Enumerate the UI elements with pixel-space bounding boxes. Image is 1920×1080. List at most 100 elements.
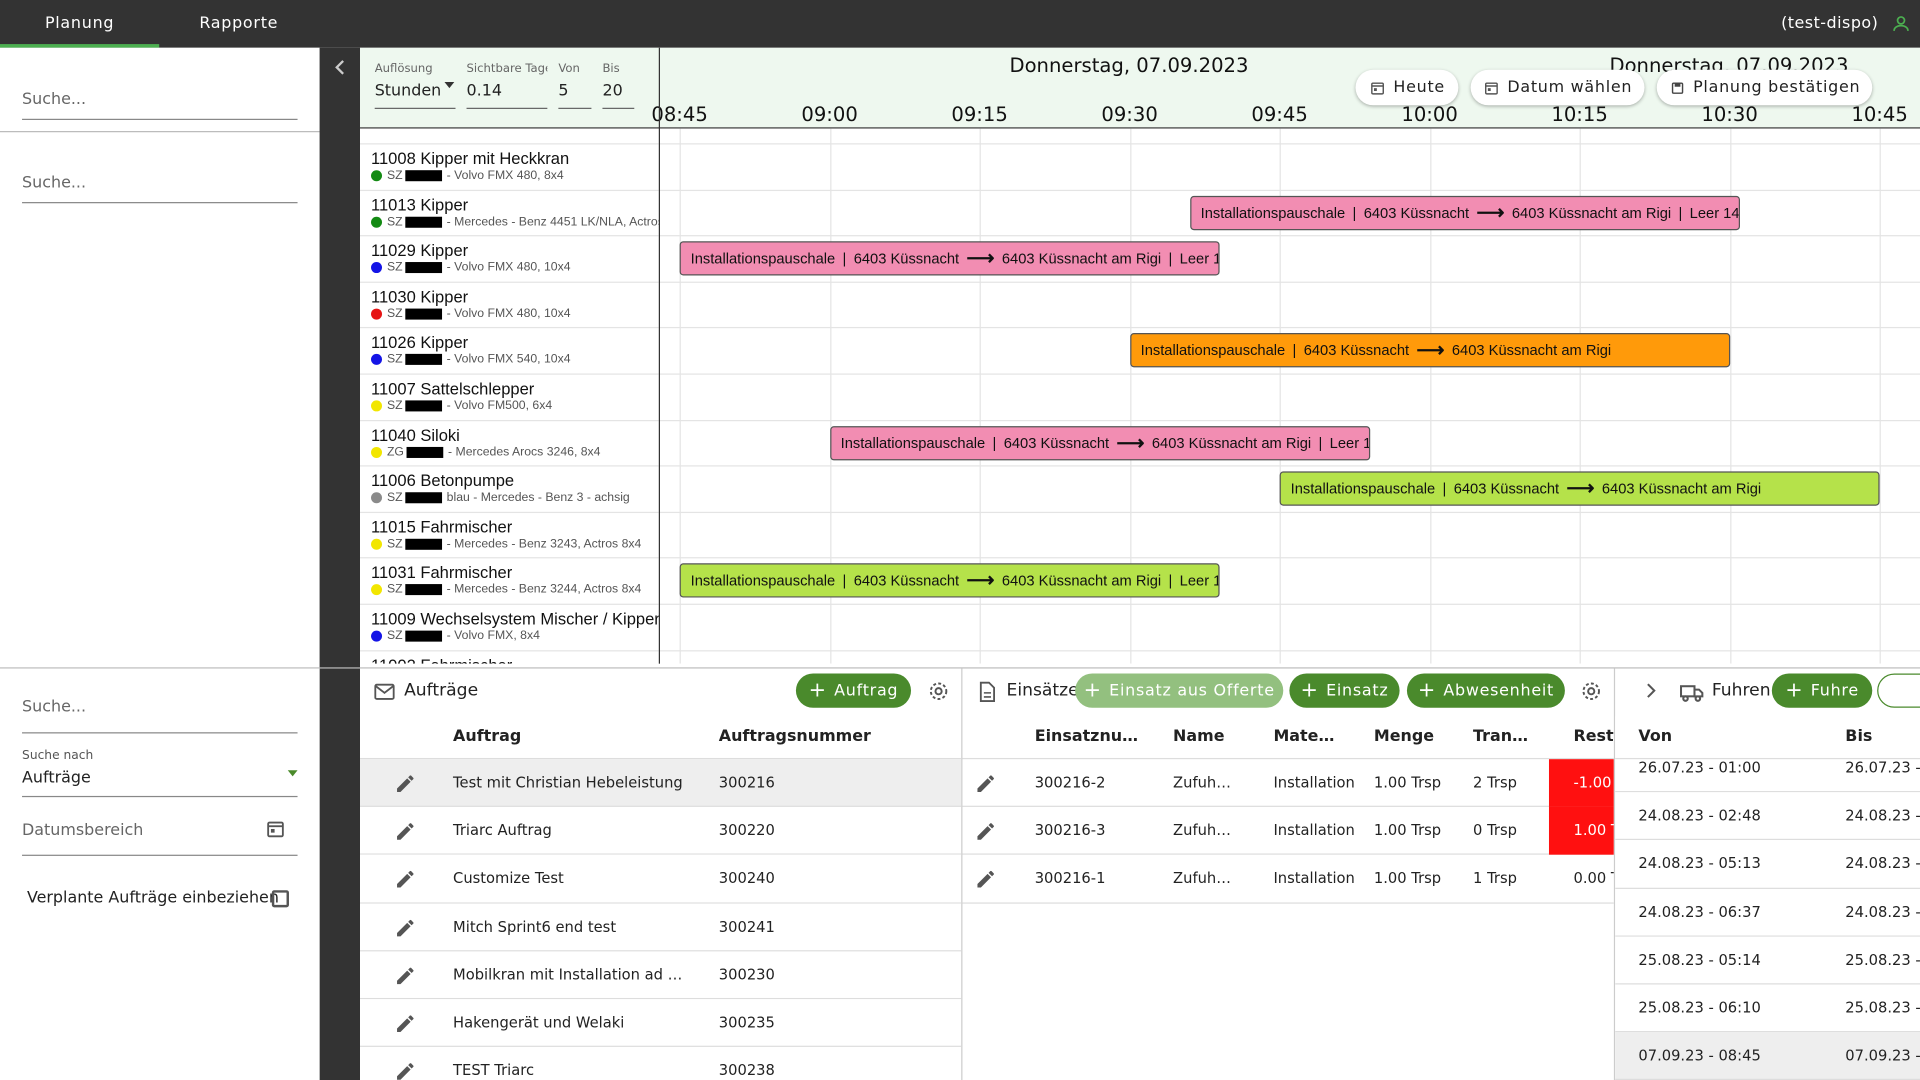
more-button[interactable] <box>1877 673 1920 708</box>
trip-row[interactable]: 24.08.23 - 05:13 24.08.23 - 0 <box>1615 840 1920 889</box>
trip-row[interactable]: 24.08.23 - 02:48 24.08.23 - 0 <box>1615 792 1920 841</box>
column-header: Name <box>1173 727 1225 746</box>
edit-icon-shape <box>397 871 414 888</box>
assignment-row[interactable]: 300216-1 Zufuh… Installation 1.00 Trsp 1 Trs… <box>962 855 1614 904</box>
header-button[interactable]: Datum wählen <box>1470 69 1645 106</box>
assignment-row[interactable]: 300216-3 Zufuh… Installation 1.00 Trsp 0 Trs… <box>962 807 1614 856</box>
edit-icon-shape <box>397 823 414 840</box>
trip-row[interactable]: 26.07.23 - 01:00 26.07.23 - 0 <box>1615 759 1920 793</box>
edit-icon[interactable] <box>975 773 997 795</box>
settings-icon-shape <box>1582 682 1600 700</box>
add-button[interactable]: + Einsatz <box>1289 673 1400 708</box>
control-field[interactable]: Sichtbare Tage 0.14 <box>466 60 548 109</box>
control-field[interactable]: Auflösung Stunden <box>374 60 456 109</box>
add-button[interactable]: + Fuhre <box>1771 673 1873 708</box>
booking-bar[interactable]: Installationspauschale | 6403 Küssnacht ⟶ 64… <box>679 241 1220 276</box>
booking-text: 6403 Küssnacht am Rigi <box>1451 342 1612 360</box>
filter-panel: Suche... Suche nach Aufträge Datumsbereich V… <box>0 668 320 1080</box>
expand-button[interactable] <box>1640 680 1662 702</box>
order-name: Mitch Sprint6 end test <box>453 917 617 936</box>
edit-icon-shape <box>977 823 994 840</box>
assignment-row[interactable]: 300216-2 Zufuh… Installation 1.00 Trsp 2 Trs… <box>962 759 1614 808</box>
nav-tab[interactable]: Rapporte <box>199 14 279 34</box>
plus: + <box>808 677 827 703</box>
edit-icon[interactable] <box>394 773 416 795</box>
edit-icon[interactable] <box>975 821 997 843</box>
booking-text: 6403 Küssnacht am Rigi <box>1001 572 1162 590</box>
order-row[interactable]: Customize Test 300240 <box>360 855 962 904</box>
booking-bar[interactable]: Installationspauschale | 6403 Küssnacht ⟶ 64… <box>1279 471 1880 506</box>
booking-bar[interactable]: Installationspauschale | 6403 Küssnacht ⟶ 64… <box>1189 195 1740 230</box>
booking-bar[interactable]: Installationspauschale | 6403 Küssnacht ⟶ 64… <box>829 425 1370 460</box>
edit-icon[interactable] <box>394 1013 416 1035</box>
edit-icon[interactable] <box>394 917 416 939</box>
resource-sub: SZ - Mercedes - Benz 4451 LK/NLA, Actros <box>371 215 659 228</box>
dropdown-arrow <box>287 770 298 777</box>
settings-icon[interactable] <box>1580 680 1603 703</box>
add-button[interactable]: + Abwesenheit <box>1406 673 1565 708</box>
collapse-button[interactable] <box>329 56 351 78</box>
settings-icon[interactable] <box>927 680 950 703</box>
edit-icon[interactable] <box>394 965 416 987</box>
control-field[interactable]: Von 5 <box>558 60 592 109</box>
resource-name: 11002 Fahrmischer <box>371 656 512 664</box>
button-icon-shape <box>1371 81 1384 94</box>
truck-icon-svg <box>1680 685 1704 702</box>
settings-icon-shape <box>934 687 943 696</box>
resource-sub: SZ - Volvo FMX 480, 10x4 <box>371 307 571 321</box>
trip-from: 24.08.23 - 02:48 <box>1638 807 1761 825</box>
search-input[interactable]: Suche... <box>22 86 298 120</box>
user-icon[interactable] <box>1891 13 1912 34</box>
control-field[interactable]: Bis 20 <box>602 60 635 109</box>
order-row[interactable]: TEST Triarc 300238 <box>360 1047 962 1080</box>
control-value: 0.14 <box>466 82 502 101</box>
nav-tab[interactable]: Planung <box>44 14 115 34</box>
edit-icon[interactable] <box>975 869 997 891</box>
status-dot <box>371 492 383 504</box>
search-input[interactable]: Suche... <box>22 698 298 734</box>
order-row[interactable]: Mitch Sprint6 end test 300241 <box>360 903 962 952</box>
edit-icon[interactable] <box>394 821 416 843</box>
assignment-cell: Installation <box>1273 821 1355 840</box>
trip-row[interactable]: 24.08.23 - 06:37 24.08.23 - 0 <box>1615 888 1920 937</box>
checkbox[interactable] <box>271 890 289 908</box>
button-label: Datum wählen <box>1507 78 1633 97</box>
header-button[interactable]: Planung bestätigen <box>1656 69 1873 106</box>
edit-icon-svg <box>977 823 994 840</box>
orders-panel: Aufträge + Auftrag Auftrag Auftragsnummer Tes… <box>360 668 962 1080</box>
add-button[interactable]: + Einsatz aus Offerte <box>1075 673 1284 708</box>
add-button[interactable]: + Auftrag <box>795 673 912 708</box>
search-by-select[interactable]: Suche nach Aufträge <box>22 749 298 798</box>
button-label: Fuhre <box>1810 681 1859 700</box>
order-row[interactable]: Triarc Auftrag 300220 <box>360 807 962 856</box>
order-row[interactable]: Hakengerät und Welaki 300235 <box>360 999 962 1048</box>
trip-row[interactable]: 25.08.23 - 06:10 25.08.23 - 0 <box>1615 984 1920 1033</box>
order-row[interactable]: Mobilkran mit Installation ad … 300230 <box>360 951 962 1000</box>
edit-icon[interactable] <box>394 1061 416 1080</box>
trip-row[interactable]: 07.09.23 - 08:45 07.09.23 - 0 <box>1615 1032 1920 1080</box>
edit-icon[interactable] <box>394 869 416 891</box>
order-row[interactable]: Test mit Christian Hebeleistung 300216 <box>360 759 962 808</box>
edit-icon-svg <box>977 775 994 792</box>
booking-bar[interactable]: Installationspauschale | 6403 Küssnacht ⟶ 64… <box>679 563 1220 599</box>
row-line <box>658 511 1920 513</box>
control-label: Von <box>558 62 580 76</box>
assignment-cell: Installation <box>1273 773 1355 792</box>
booking-text: Leer 14 m <box>1179 250 1219 268</box>
resource-sub: SZ - Volvo FMX 540, 10x4 <box>371 353 571 367</box>
trip-to: 26.07.23 - 0 <box>1845 759 1920 777</box>
date-range-input[interactable]: Datumsbereich <box>22 821 298 856</box>
trip-row[interactable]: 25.08.23 - 05:14 25.08.23 - 0 <box>1615 936 1920 985</box>
resource-sub: SZ - Volvo FM500, 6x4 <box>371 399 552 413</box>
grid-line <box>979 128 981 664</box>
header-button[interactable]: Heute <box>1355 69 1459 106</box>
booking-text: 6403 Küssnacht am Rigi <box>1151 434 1312 452</box>
row-line <box>658 649 1920 651</box>
assignment-cell: 0 Trsp <box>1473 821 1517 840</box>
timeline-divider <box>658 47 660 664</box>
search-input[interactable]: Suche... <box>22 169 298 204</box>
booking-bar[interactable]: Installationspauschale | 6403 Küssnacht ⟶ 64… <box>1129 333 1730 368</box>
row-line <box>658 419 1920 421</box>
